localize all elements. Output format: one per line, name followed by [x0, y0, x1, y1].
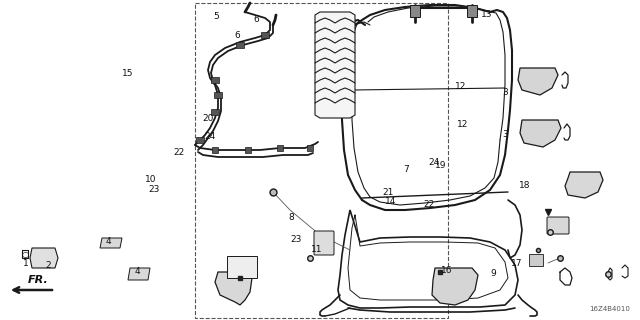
Text: 20: 20	[202, 114, 214, 123]
Bar	[307, 145, 313, 151]
Text: 24: 24	[204, 132, 216, 140]
Polygon shape	[565, 172, 603, 198]
Text: 4: 4	[135, 268, 140, 276]
Text: 1: 1	[23, 260, 28, 268]
FancyBboxPatch shape	[227, 256, 257, 278]
Text: FR.: FR.	[28, 275, 49, 285]
Polygon shape	[30, 248, 58, 268]
Text: 3: 3	[503, 130, 508, 139]
Text: 19: 19	[435, 161, 446, 170]
Polygon shape	[518, 68, 558, 95]
Bar	[236, 42, 244, 48]
Text: ○: ○	[21, 250, 29, 259]
Text: 24: 24	[428, 158, 440, 167]
Text: 16Z4B4010: 16Z4B4010	[589, 306, 630, 312]
Text: 22: 22	[423, 200, 435, 209]
FancyBboxPatch shape	[529, 254, 543, 266]
Text: 23: 23	[148, 185, 159, 194]
Text: 6: 6	[253, 15, 259, 24]
Text: 12: 12	[455, 82, 467, 91]
Bar	[195, 3, 448, 318]
Bar	[277, 145, 283, 151]
Text: 6: 6	[234, 31, 239, 40]
Text: 2: 2	[45, 261, 51, 270]
Text: 16: 16	[441, 266, 452, 275]
Text: 7: 7	[404, 165, 409, 174]
Text: 10: 10	[145, 175, 156, 184]
Polygon shape	[432, 268, 478, 305]
Bar	[211, 77, 219, 83]
Text: 23: 23	[290, 235, 301, 244]
Text: 12: 12	[457, 120, 468, 129]
Text: 3: 3	[503, 88, 508, 97]
Bar	[196, 137, 204, 143]
Bar	[245, 147, 251, 153]
Bar	[410, 5, 420, 17]
FancyBboxPatch shape	[314, 231, 334, 255]
Text: 5: 5	[214, 12, 219, 20]
Polygon shape	[100, 238, 122, 248]
Polygon shape	[315, 12, 355, 118]
FancyBboxPatch shape	[547, 217, 569, 234]
Text: 13: 13	[481, 10, 492, 19]
Text: 18: 18	[519, 181, 531, 190]
Bar	[211, 109, 219, 115]
Polygon shape	[215, 272, 252, 305]
Bar	[467, 5, 477, 17]
Text: 14: 14	[385, 197, 396, 206]
Text: 15: 15	[122, 69, 134, 78]
Bar	[212, 147, 218, 153]
Polygon shape	[128, 268, 150, 280]
Text: 17: 17	[511, 259, 523, 268]
Text: 4: 4	[106, 237, 111, 246]
Bar	[261, 32, 269, 38]
Polygon shape	[520, 120, 561, 147]
Text: 21: 21	[383, 188, 394, 197]
Text: 9: 9	[490, 269, 495, 278]
Text: 11: 11	[311, 245, 323, 254]
Text: 8: 8	[289, 213, 294, 222]
Bar	[214, 92, 222, 98]
Text: 22: 22	[173, 148, 185, 157]
